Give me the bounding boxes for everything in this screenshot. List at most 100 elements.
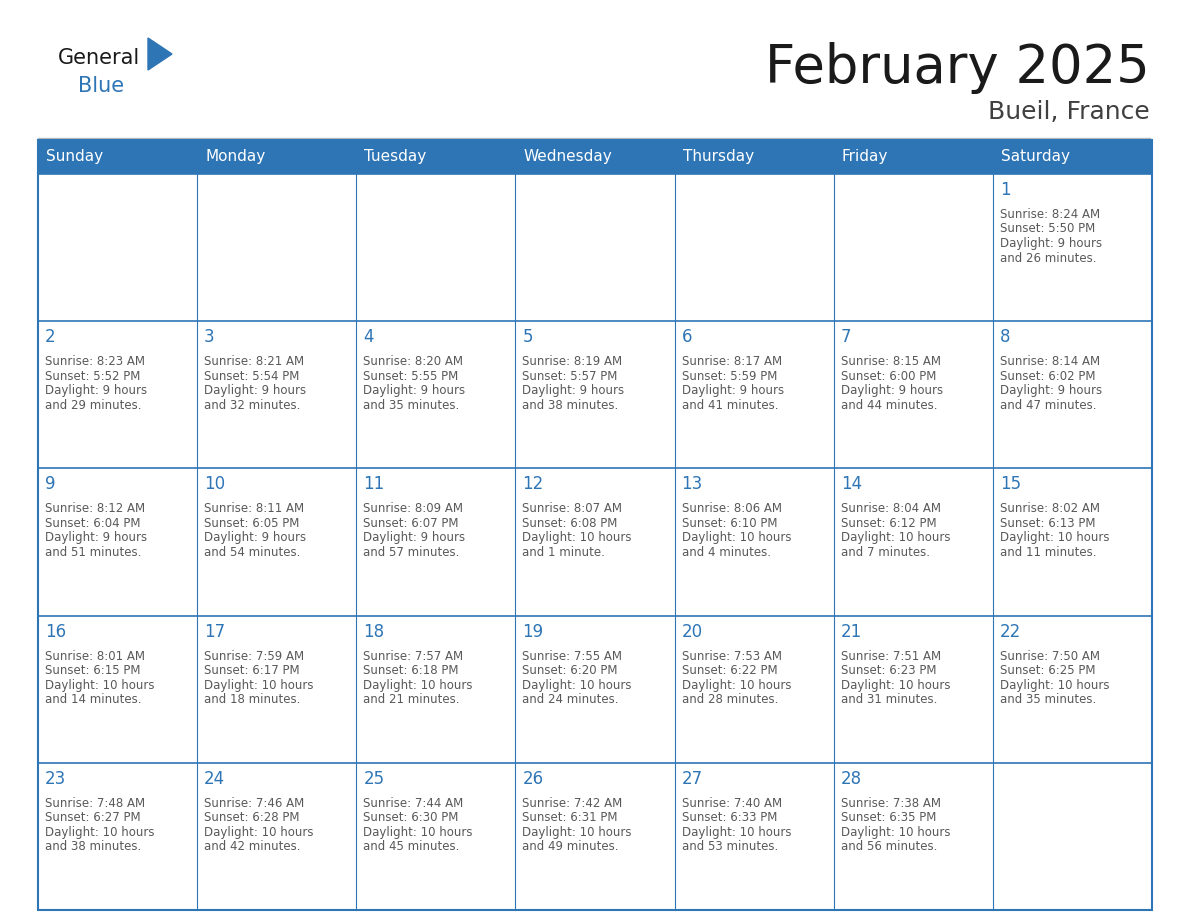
Text: General: General (58, 48, 140, 68)
Text: Sunrise: 8:15 AM: Sunrise: 8:15 AM (841, 355, 941, 368)
Text: Sunset: 6:28 PM: Sunset: 6:28 PM (204, 812, 299, 824)
Text: and 21 minutes.: and 21 minutes. (364, 693, 460, 706)
Text: Sunrise: 8:19 AM: Sunrise: 8:19 AM (523, 355, 623, 368)
Text: Sunrise: 7:51 AM: Sunrise: 7:51 AM (841, 650, 941, 663)
Text: Daylight: 10 hours: Daylight: 10 hours (1000, 678, 1110, 691)
Text: Sunrise: 7:48 AM: Sunrise: 7:48 AM (45, 797, 145, 810)
Text: and 11 minutes.: and 11 minutes. (1000, 546, 1097, 559)
Text: Daylight: 9 hours: Daylight: 9 hours (682, 385, 784, 397)
Text: Sunset: 5:52 PM: Sunset: 5:52 PM (45, 370, 140, 383)
Text: 21: 21 (841, 622, 862, 641)
Text: Sunrise: 8:20 AM: Sunrise: 8:20 AM (364, 355, 463, 368)
Text: 20: 20 (682, 622, 702, 641)
Text: Daylight: 10 hours: Daylight: 10 hours (841, 532, 950, 544)
Text: Daylight: 10 hours: Daylight: 10 hours (45, 826, 154, 839)
Text: Sunrise: 7:50 AM: Sunrise: 7:50 AM (1000, 650, 1100, 663)
Text: Sunrise: 8:21 AM: Sunrise: 8:21 AM (204, 355, 304, 368)
Text: Sunday: Sunday (46, 150, 103, 164)
Text: Blue: Blue (78, 76, 124, 96)
Text: and 26 minutes.: and 26 minutes. (1000, 252, 1097, 264)
Text: Sunrise: 8:01 AM: Sunrise: 8:01 AM (45, 650, 145, 663)
Text: and 56 minutes.: and 56 minutes. (841, 840, 937, 854)
Text: Sunrise: 8:07 AM: Sunrise: 8:07 AM (523, 502, 623, 515)
Text: 10: 10 (204, 476, 226, 493)
Text: Daylight: 9 hours: Daylight: 9 hours (1000, 237, 1102, 250)
Text: Sunset: 6:04 PM: Sunset: 6:04 PM (45, 517, 140, 530)
Text: Sunrise: 8:17 AM: Sunrise: 8:17 AM (682, 355, 782, 368)
Text: and 1 minute.: and 1 minute. (523, 546, 606, 559)
Text: Sunrise: 8:04 AM: Sunrise: 8:04 AM (841, 502, 941, 515)
Text: 11: 11 (364, 476, 385, 493)
Text: Daylight: 10 hours: Daylight: 10 hours (1000, 532, 1110, 544)
Text: and 38 minutes.: and 38 minutes. (45, 840, 141, 854)
Text: Daylight: 9 hours: Daylight: 9 hours (364, 385, 466, 397)
Text: Daylight: 9 hours: Daylight: 9 hours (45, 385, 147, 397)
Text: 27: 27 (682, 770, 702, 788)
Text: Daylight: 9 hours: Daylight: 9 hours (364, 532, 466, 544)
Text: and 51 minutes.: and 51 minutes. (45, 546, 141, 559)
Text: Sunset: 6:02 PM: Sunset: 6:02 PM (1000, 370, 1095, 383)
Text: Daylight: 10 hours: Daylight: 10 hours (841, 678, 950, 691)
Text: and 35 minutes.: and 35 minutes. (1000, 693, 1097, 706)
Text: 24: 24 (204, 770, 226, 788)
Text: and 29 minutes.: and 29 minutes. (45, 398, 141, 411)
Text: 9: 9 (45, 476, 56, 493)
Text: Sunset: 6:18 PM: Sunset: 6:18 PM (364, 664, 459, 677)
Text: Daylight: 10 hours: Daylight: 10 hours (45, 678, 154, 691)
Text: Wednesday: Wednesday (524, 150, 612, 164)
Text: and 24 minutes.: and 24 minutes. (523, 693, 619, 706)
Text: 14: 14 (841, 476, 861, 493)
Bar (38, 140, 1152, 910)
Text: Sunset: 6:13 PM: Sunset: 6:13 PM (1000, 517, 1095, 530)
Text: and 53 minutes.: and 53 minutes. (682, 840, 778, 854)
Text: Thursday: Thursday (683, 150, 753, 164)
Text: and 31 minutes.: and 31 minutes. (841, 693, 937, 706)
Text: and 49 minutes.: and 49 minutes. (523, 840, 619, 854)
Text: Sunrise: 7:59 AM: Sunrise: 7:59 AM (204, 650, 304, 663)
Text: Daylight: 10 hours: Daylight: 10 hours (523, 532, 632, 544)
Text: and 45 minutes.: and 45 minutes. (364, 840, 460, 854)
Text: 16: 16 (45, 622, 67, 641)
Text: Saturday: Saturday (1000, 150, 1070, 164)
Text: and 41 minutes.: and 41 minutes. (682, 398, 778, 411)
Polygon shape (148, 38, 172, 70)
Text: Sunrise: 7:46 AM: Sunrise: 7:46 AM (204, 797, 304, 810)
Text: February 2025: February 2025 (765, 42, 1150, 94)
Text: 2: 2 (45, 329, 56, 346)
Text: 28: 28 (841, 770, 861, 788)
Text: Sunrise: 7:40 AM: Sunrise: 7:40 AM (682, 797, 782, 810)
Text: Daylight: 10 hours: Daylight: 10 hours (364, 678, 473, 691)
Text: Sunrise: 7:44 AM: Sunrise: 7:44 AM (364, 797, 463, 810)
Text: Sunset: 6:15 PM: Sunset: 6:15 PM (45, 664, 140, 677)
Text: and 7 minutes.: and 7 minutes. (841, 546, 930, 559)
Text: Daylight: 10 hours: Daylight: 10 hours (682, 826, 791, 839)
Text: and 14 minutes.: and 14 minutes. (45, 693, 141, 706)
Text: Sunrise: 8:09 AM: Sunrise: 8:09 AM (364, 502, 463, 515)
Text: 15: 15 (1000, 476, 1020, 493)
Text: Sunset: 5:57 PM: Sunset: 5:57 PM (523, 370, 618, 383)
Text: 19: 19 (523, 622, 544, 641)
Text: Sunset: 6:35 PM: Sunset: 6:35 PM (841, 812, 936, 824)
Text: Daylight: 9 hours: Daylight: 9 hours (523, 385, 625, 397)
Text: Sunset: 6:05 PM: Sunset: 6:05 PM (204, 517, 299, 530)
Text: and 18 minutes.: and 18 minutes. (204, 693, 301, 706)
Text: 3: 3 (204, 329, 215, 346)
Text: Sunrise: 8:12 AM: Sunrise: 8:12 AM (45, 502, 145, 515)
Text: 25: 25 (364, 770, 385, 788)
Text: and 54 minutes.: and 54 minutes. (204, 546, 301, 559)
Text: Sunrise: 7:53 AM: Sunrise: 7:53 AM (682, 650, 782, 663)
Text: Daylight: 10 hours: Daylight: 10 hours (204, 678, 314, 691)
Text: 6: 6 (682, 329, 693, 346)
Text: Sunrise: 7:57 AM: Sunrise: 7:57 AM (364, 650, 463, 663)
Text: Sunrise: 7:55 AM: Sunrise: 7:55 AM (523, 650, 623, 663)
Text: 26: 26 (523, 770, 544, 788)
Text: Daylight: 9 hours: Daylight: 9 hours (204, 385, 307, 397)
Text: Sunrise: 8:02 AM: Sunrise: 8:02 AM (1000, 502, 1100, 515)
Text: Sunrise: 8:11 AM: Sunrise: 8:11 AM (204, 502, 304, 515)
Text: Daylight: 9 hours: Daylight: 9 hours (45, 532, 147, 544)
Text: Daylight: 9 hours: Daylight: 9 hours (1000, 385, 1102, 397)
Text: Daylight: 9 hours: Daylight: 9 hours (204, 532, 307, 544)
Text: Sunrise: 8:24 AM: Sunrise: 8:24 AM (1000, 208, 1100, 221)
Text: 23: 23 (45, 770, 67, 788)
Text: Sunrise: 7:38 AM: Sunrise: 7:38 AM (841, 797, 941, 810)
